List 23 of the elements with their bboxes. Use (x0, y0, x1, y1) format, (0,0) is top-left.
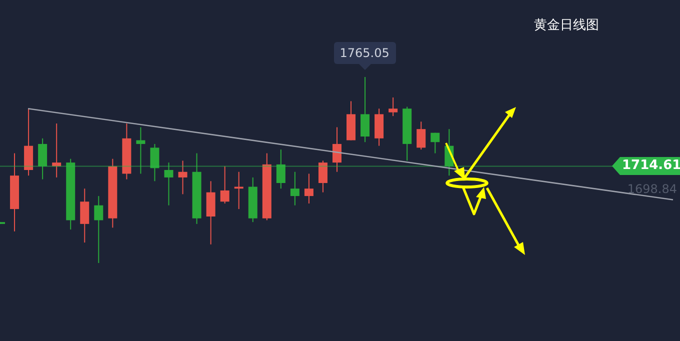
candlestick (234, 171, 244, 210)
candlestick (276, 149, 286, 190)
candlestick (80, 188, 90, 244)
candlestick (360, 77, 370, 143)
candlestick (290, 171, 300, 206)
candlestick (94, 196, 104, 263)
candlestick (416, 121, 426, 150)
candlestick (136, 126, 146, 174)
candlestick (150, 143, 160, 182)
candlestick (38, 138, 48, 180)
candlestick (430, 132, 440, 154)
annotation: 1698.84 (627, 182, 677, 196)
text: 1765.05 (334, 42, 396, 64)
candlestick (332, 126, 342, 172)
candlestick (318, 160, 328, 193)
candlestick (304, 173, 314, 204)
candlestick (388, 96, 398, 117)
candlestick (220, 166, 230, 204)
candlestick (164, 162, 174, 206)
candlestick (178, 160, 188, 195)
candlestick (52, 123, 62, 178)
chart-title: 黄金日线图 (534, 17, 599, 34)
annotation: 1714.61 (622, 157, 680, 176)
